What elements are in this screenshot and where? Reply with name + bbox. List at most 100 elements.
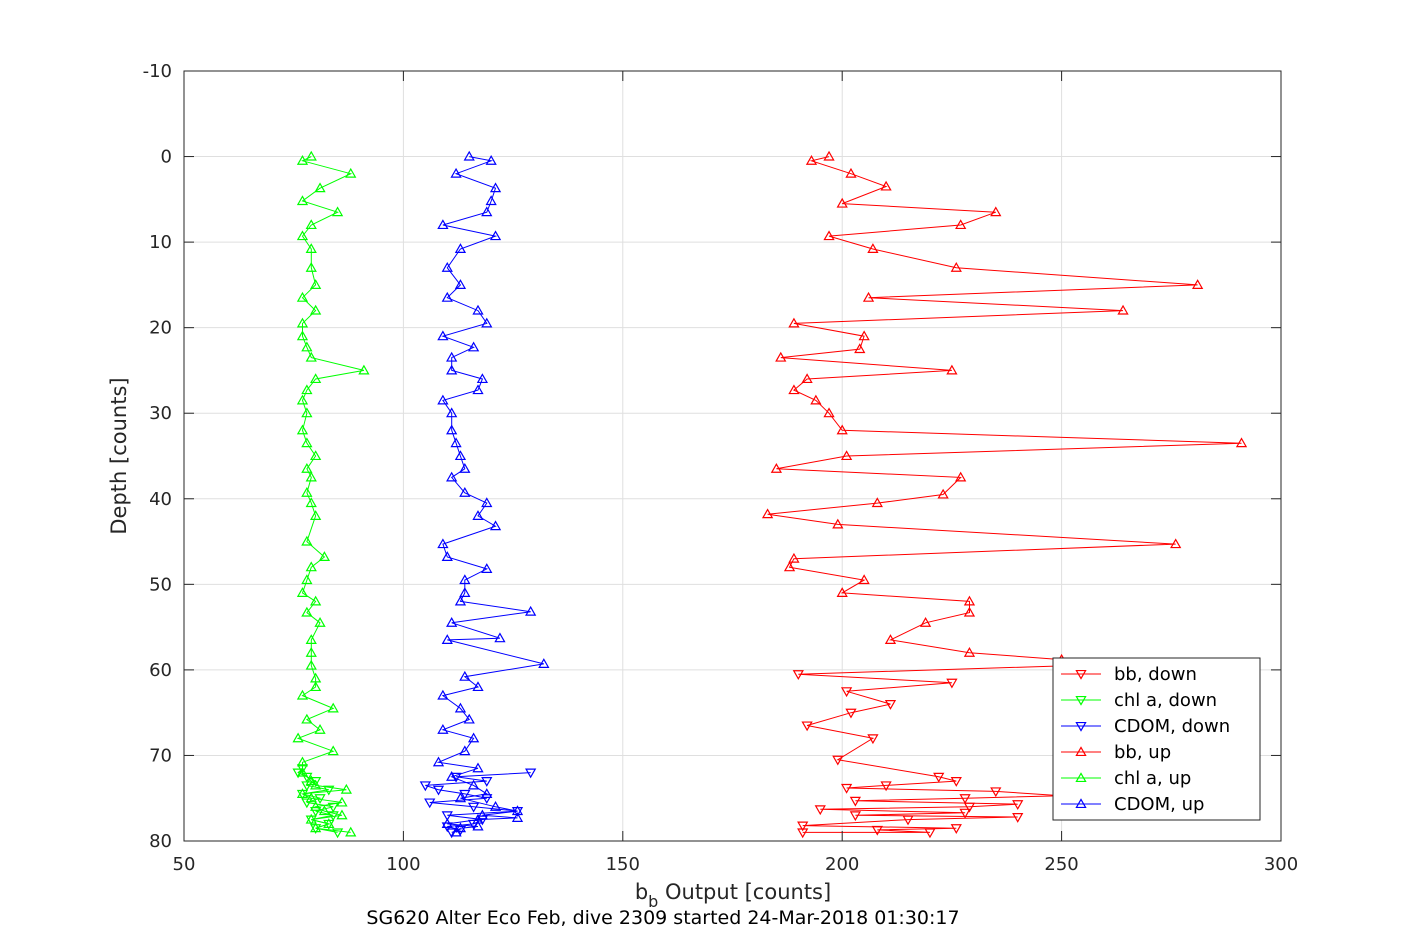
figure-caption: SG620 Alter Eco Feb, dive 2309 started 2… [366,907,959,929]
legend-entry: CDOM, up [1061,794,1204,815]
data-point [432,785,445,796]
data-point [419,781,431,792]
data-point [467,802,480,813]
y-tick-label: -10 [143,61,172,82]
legend-entry: CDOM, down [1061,716,1230,737]
data-point [884,700,897,710]
data-point [836,197,848,208]
data-point [305,471,317,482]
data-point [840,450,853,461]
data-point [310,779,322,790]
data-point [924,828,936,839]
data-point [305,646,317,657]
data-point [345,826,357,837]
data-point [472,304,484,315]
data-point [296,587,309,597]
legend-marker [1075,695,1087,706]
data-point [301,574,313,585]
data-point [459,574,471,585]
data-point [450,167,462,178]
data-point [880,781,892,792]
data-point [990,206,1002,217]
data-point [441,551,453,562]
data-point [801,721,813,732]
data-point [472,681,484,692]
data-point [310,304,322,315]
legend-entry: chl a, up [1061,768,1191,789]
x-axis-label-subscript: b [648,892,658,911]
legend-label: chl a, down [1114,690,1217,711]
data-point [345,167,357,178]
data-point [437,538,449,549]
data-point [327,745,339,756]
data-point [454,702,467,713]
data-point [1170,538,1182,549]
x-tick-label: 300 [1264,854,1298,875]
data-point [783,561,796,572]
data-point [454,595,467,606]
data-point [867,734,879,745]
data-point [446,617,458,627]
data-point [481,317,493,328]
data-point [301,798,313,809]
data-point [331,206,344,217]
y-axis-label: Depth [counts] [107,377,131,534]
data-point [310,595,322,606]
data-point [454,792,467,803]
data-point [296,788,309,798]
data-point [450,826,462,837]
data-point [441,634,453,644]
data-point [871,825,883,836]
data-point [476,373,489,384]
data-point [301,407,313,418]
data-point [301,535,313,546]
legend-label: bb, up [1114,742,1171,763]
data-point [862,291,875,302]
data-point [301,341,313,352]
data-point [296,317,309,328]
data-point [775,351,787,362]
x-tick-label: 200 [825,854,859,875]
series-group [292,150,1248,839]
x-axis-label-main: b [635,880,648,904]
data-point [858,330,870,341]
data-point [472,820,484,831]
data-point [788,384,800,395]
plot-frame [183,70,1282,842]
legend-label: CDOM, down [1114,716,1230,737]
data-point [358,364,370,375]
series-3 [761,150,1248,664]
data-point [849,811,861,822]
data-point [761,508,774,519]
data-point [450,437,462,448]
data-point [327,802,339,813]
data-point [840,783,853,794]
data-point [446,364,458,375]
y-tick-label: 70 [149,745,172,766]
data-point [525,768,537,779]
data-point [301,463,313,473]
data-point [296,424,309,435]
data-point [301,486,313,497]
data-point [305,351,317,362]
data-point [494,632,506,643]
data-point [525,605,537,616]
data-point [437,689,449,700]
data-point [454,450,467,461]
data-point [310,450,322,461]
data-point [327,702,339,713]
data-point [937,488,949,499]
data-point [310,807,322,817]
data-point [454,243,467,254]
data-point [463,150,475,161]
data-point [950,261,962,272]
y-tick-label: 60 [149,660,172,681]
data-point [296,330,309,341]
legend-box [1052,657,1261,821]
data-point [485,195,497,206]
data-point [840,687,853,698]
data-point [963,646,976,657]
data-point [919,617,932,627]
data-point [463,713,475,724]
